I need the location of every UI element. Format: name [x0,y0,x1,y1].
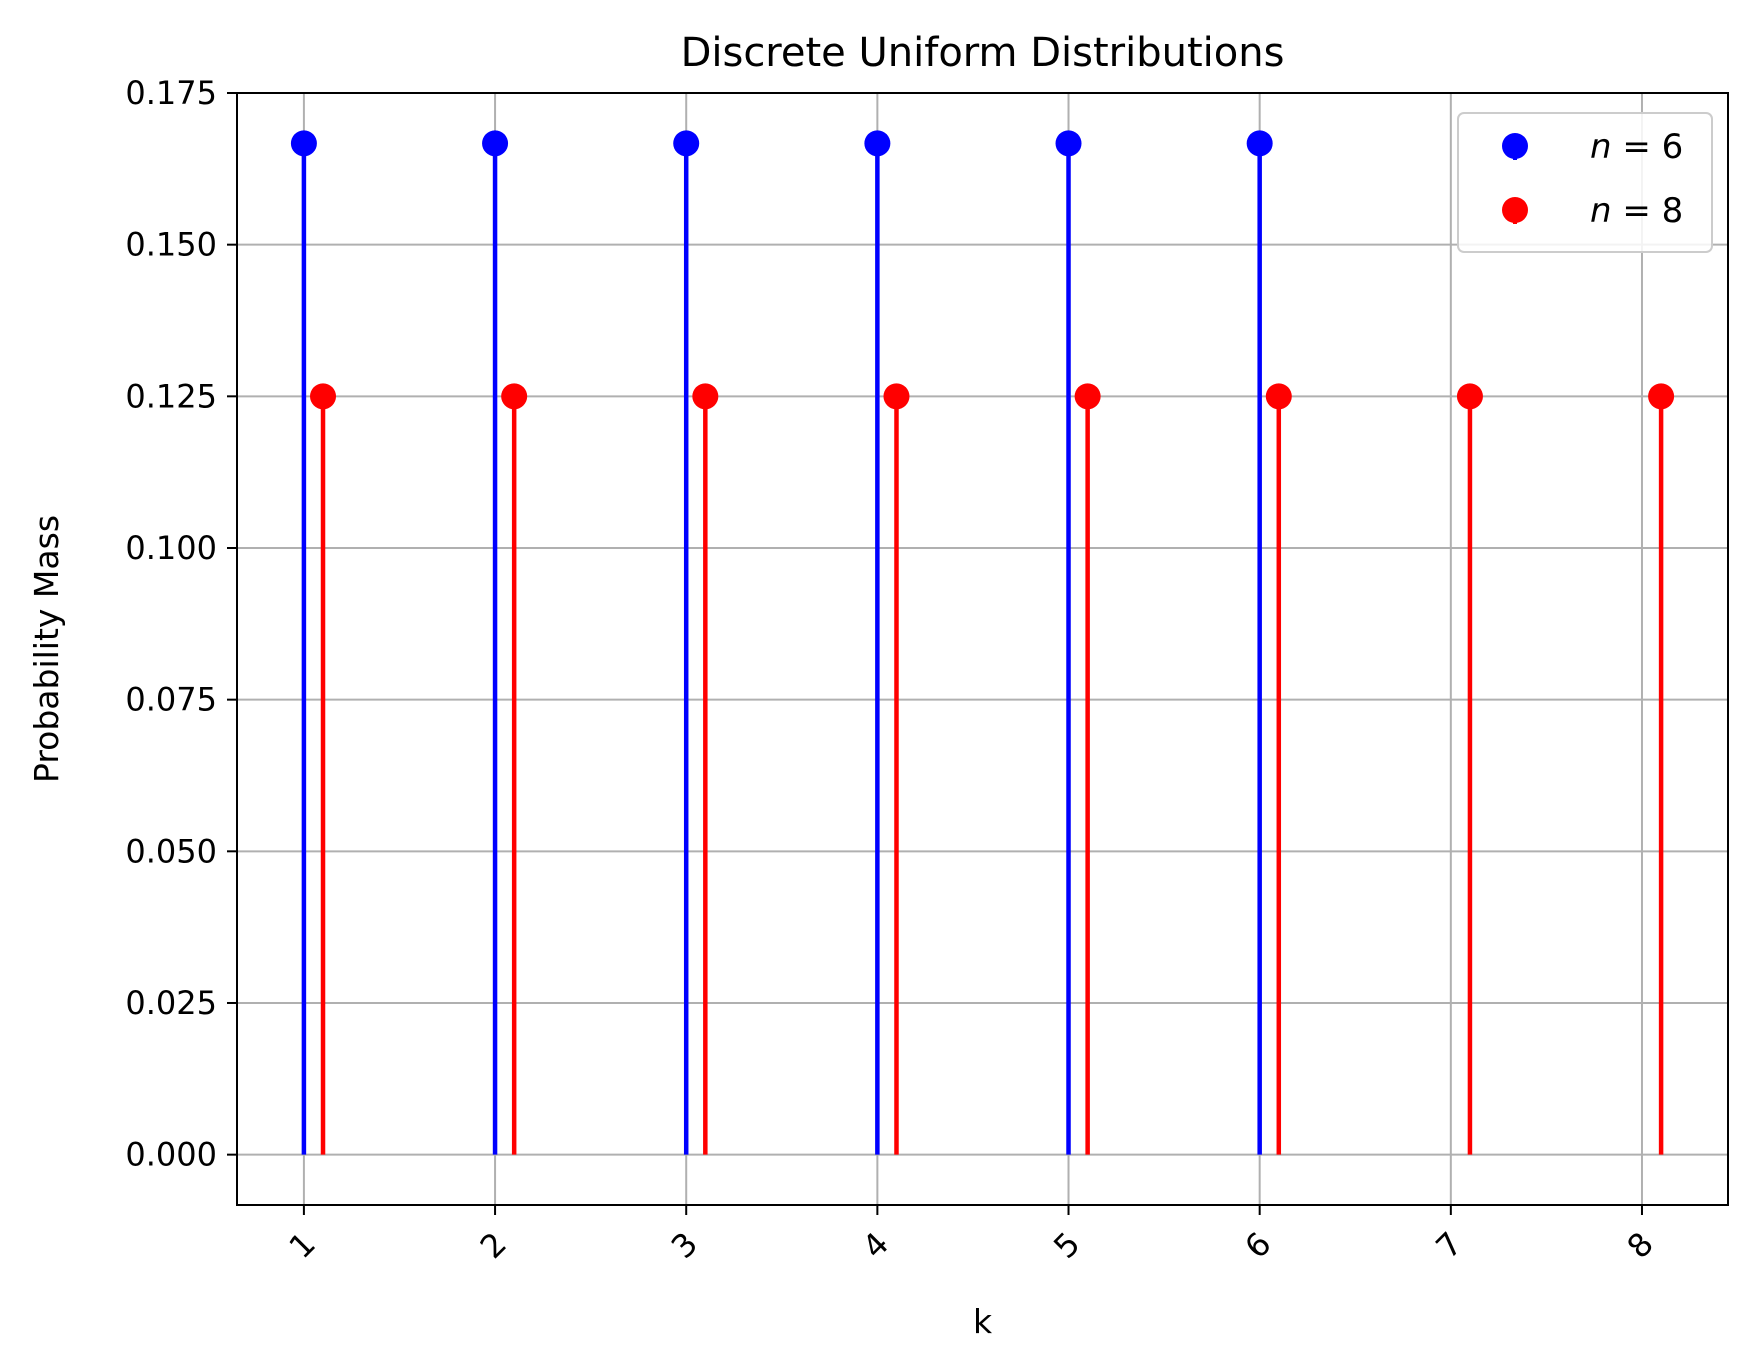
x-tick-label: 7 [1428,1225,1469,1266]
x-tick-label: 8 [1620,1225,1661,1266]
stem-marker [864,130,891,157]
chart-title: Discrete Uniform Distributions [681,30,1285,76]
y-tick-label: 0.150 [125,226,217,264]
y-tick-label: 0.125 [125,377,217,415]
stem-marker [482,130,509,157]
y-tick-label: 0.100 [125,529,217,567]
stem-marker [310,383,337,410]
stems-layer [290,130,1675,1155]
stem-marker [1074,383,1101,410]
stem-marker [1648,383,1675,410]
x-axis: 1 2 3 4 5 6 7 8 [281,1205,1661,1266]
stem-marker [290,130,317,157]
y-tick-label: 0.075 [125,681,217,719]
stem-marker [1456,383,1483,410]
y-tick-label: 0.025 [125,984,217,1022]
x-tick-label: 1 [281,1225,322,1266]
legend-marker [1502,133,1528,159]
y-axis: 0.000 0.025 0.050 0.075 0.100 0.125 0.150 0.175 [125,74,237,1174]
grid-layer [237,92,1728,1205]
legend-entry: n = 8 [1502,191,1683,231]
y-axis-label: Probability Mass [27,515,66,783]
x-axis-label: k [973,1302,993,1341]
series-2 [310,383,1675,1155]
x-tick-label: 4 [855,1225,896,1266]
y-tick-label: 0.000 [125,1136,217,1174]
stem-marker [883,383,910,410]
legend-label: n = 6 [1590,127,1683,167]
x-tick-label: 5 [1046,1225,1087,1266]
stem-marker [1265,383,1292,410]
x-tick-label: 6 [1237,1225,1278,1266]
legend-label: n = 8 [1590,191,1683,231]
stem-marker [501,383,528,410]
stem-marker [673,130,700,157]
x-tick-label: 2 [473,1225,514,1266]
legend-entry: n = 6 [1502,127,1683,167]
y-tick-label: 0.175 [125,74,217,112]
stem-marker [1055,130,1082,157]
legend: n = 6 n = 8 [1457,112,1713,253]
x-tick-label: 3 [664,1225,705,1266]
legend-marker [1502,197,1528,223]
stem-marker [1246,130,1273,157]
series-1 [290,130,1273,1155]
y-tick-label: 0.050 [125,832,217,870]
stem-marker [692,383,719,410]
plot-frame [236,92,1729,1206]
